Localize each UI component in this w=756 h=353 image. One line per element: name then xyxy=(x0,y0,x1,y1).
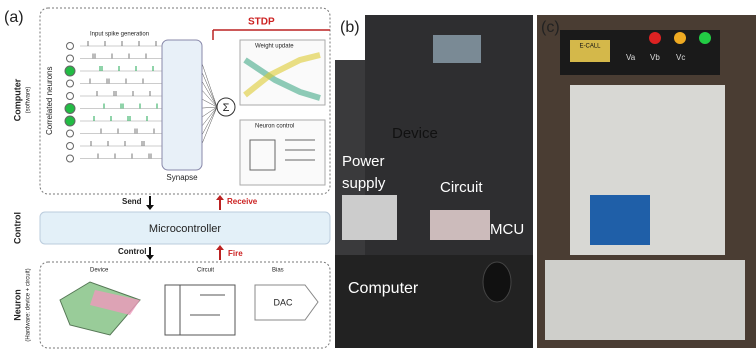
control-plot xyxy=(239,119,326,186)
neuron xyxy=(66,129,74,138)
brand-label: E-CALL xyxy=(579,44,601,50)
circuit-drawing xyxy=(164,284,236,336)
neuron xyxy=(66,154,74,163)
panel-b: (b) Device Power supply Circuit MCU Comp… xyxy=(335,15,533,348)
arrow-head xyxy=(216,195,224,200)
section-subtitle: (Hardware: device + circuit) xyxy=(26,268,32,341)
weight-label: Weight update xyxy=(255,44,294,50)
panel-label: (b) xyxy=(340,19,360,36)
terminal xyxy=(649,32,661,44)
neuron-box xyxy=(39,261,331,349)
arduino xyxy=(590,195,650,245)
panel-label: (c) xyxy=(541,19,560,36)
fire-label: Fire xyxy=(228,249,243,258)
section-title: Neuron xyxy=(12,289,22,321)
photo-label: Device xyxy=(392,125,438,142)
neuron xyxy=(66,79,74,88)
control-gui xyxy=(249,139,315,171)
neuron xyxy=(66,42,74,50)
brand-plate xyxy=(570,40,610,62)
mouse xyxy=(482,261,512,303)
photo-label: Power xyxy=(342,153,385,170)
bias-label: Bias xyxy=(272,268,284,274)
synapse-box xyxy=(161,39,203,171)
sum-symbol: Σ xyxy=(223,102,230,114)
stdp-label: STDP xyxy=(248,17,275,28)
photo-label: Circuit xyxy=(440,179,483,196)
weight-curve xyxy=(243,52,321,98)
terminal-label: Vb xyxy=(650,53,660,62)
section-title: Control xyxy=(12,212,22,244)
device-drawing xyxy=(90,290,140,315)
panel-c: (c) E-CALL Va Vb Vc xyxy=(537,15,756,348)
circuit-board xyxy=(430,210,490,240)
device-label: Device xyxy=(90,268,109,274)
panel-a: (a) STDP Input spike generation Correlat… xyxy=(4,7,331,349)
neuron xyxy=(64,65,76,77)
terminal-label: Vc xyxy=(676,53,685,62)
circuit-label: Circuit xyxy=(197,268,214,274)
photo-label: Computer xyxy=(348,280,419,297)
arrow-head xyxy=(146,255,154,260)
breadboard xyxy=(545,260,745,340)
computer-box xyxy=(39,7,331,195)
dac-label: DAC xyxy=(273,297,293,307)
terminal xyxy=(674,32,686,44)
send-label: Send xyxy=(122,197,142,206)
neuron xyxy=(66,142,74,150)
mcu-label: Microcontroller xyxy=(149,223,221,235)
weight-curve xyxy=(243,57,321,101)
dac-box xyxy=(254,284,319,321)
neuron xyxy=(66,92,74,100)
power-supply xyxy=(342,195,397,240)
neuron-control-label: Neuron control xyxy=(255,124,294,130)
neuron xyxy=(64,115,76,127)
spike-label: Input spike generation xyxy=(90,32,149,38)
device-drawing xyxy=(59,281,141,336)
control-label: Control xyxy=(118,247,146,256)
synapse-label: Synapse xyxy=(166,173,198,182)
panel-label: (a) xyxy=(4,9,24,26)
section-title: Computer xyxy=(12,78,22,121)
receive-label: Receive xyxy=(227,197,258,206)
arrow-head xyxy=(146,205,154,210)
neuron xyxy=(64,103,76,114)
sum-node xyxy=(216,97,236,117)
photo-label: supply xyxy=(342,175,386,192)
monitor xyxy=(433,35,481,63)
terminal-label: Va xyxy=(626,53,636,62)
photo-label: MCU xyxy=(490,221,524,238)
correlated-label: Correlated neurons xyxy=(45,67,54,135)
section-subtitle: (software) xyxy=(26,87,32,114)
neuron xyxy=(66,54,74,63)
arrow-head xyxy=(216,245,224,250)
mcu-box xyxy=(39,211,331,245)
terminal xyxy=(699,32,711,44)
